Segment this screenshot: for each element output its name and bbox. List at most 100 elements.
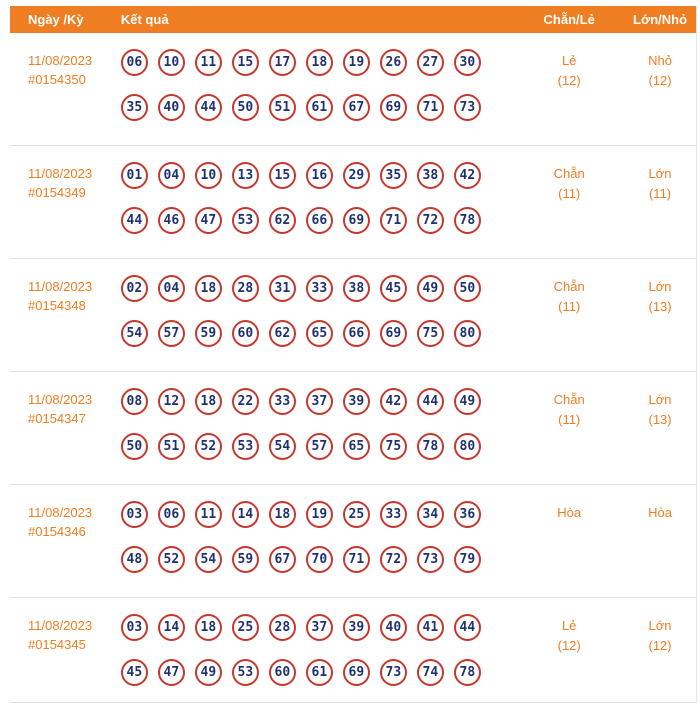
even-odd-value: Chẵn bbox=[553, 392, 585, 407]
number-ball: 12 bbox=[157, 388, 185, 415]
number-ball: 52 bbox=[157, 546, 185, 573]
numbers-line-2: 35 40 44 50 51 61 67 69 71 73 bbox=[120, 94, 514, 121]
number-ball: 13 bbox=[231, 162, 259, 189]
number-ball: 47 bbox=[194, 207, 222, 234]
number-ball: 67 bbox=[342, 94, 370, 121]
number-ball: 69 bbox=[379, 94, 407, 121]
number-ball: 51 bbox=[157, 433, 185, 460]
even-odd-value: Chẵn bbox=[553, 279, 585, 294]
number-ball: 59 bbox=[231, 546, 259, 573]
number-ball: 61 bbox=[305, 94, 333, 121]
number-ball: 50 bbox=[453, 275, 481, 302]
big-small-cell: Lớn (13) bbox=[624, 275, 696, 347]
number-ball: 54 bbox=[120, 320, 148, 347]
number-ball: 69 bbox=[342, 207, 370, 234]
number-ball: 14 bbox=[157, 614, 185, 641]
number-ball: 66 bbox=[342, 320, 370, 347]
number-ball: 78 bbox=[453, 207, 481, 234]
big-small-cell: Lớn (12) bbox=[624, 614, 696, 686]
number-ball: 03 bbox=[120, 614, 148, 641]
number-ball: 40 bbox=[157, 94, 185, 121]
number-ball: 14 bbox=[231, 501, 259, 528]
number-ball: 35 bbox=[379, 162, 407, 189]
numbers-line-2: 54 57 59 60 62 65 66 69 75 80 bbox=[120, 320, 514, 347]
numbers-cell: 02 04 18 28 31 33 38 45 49 50 54 57 59 60 62 65 66 69 75 8… bbox=[115, 275, 514, 347]
even-odd-cell: Chẵn (11) bbox=[514, 275, 624, 347]
number-ball: 60 bbox=[268, 659, 296, 686]
number-ball: 29 bbox=[342, 162, 370, 189]
numbers-cell: 06 10 11 15 17 18 19 26 27 30 35 40 44 50 51 61 67 69 71 7… bbox=[115, 49, 514, 121]
big-small-value: Hòa bbox=[648, 505, 672, 520]
number-ball: 01 bbox=[120, 162, 148, 189]
number-ball: 74 bbox=[416, 659, 444, 686]
number-ball: 17 bbox=[268, 49, 296, 76]
result-row: 11/08/2023 #0154345 03 14 18 25 28 37 39 40 41 44… bbox=[10, 598, 696, 703]
even-odd-cell: Hòa bbox=[514, 501, 624, 573]
big-small-cell: Lớn (11) bbox=[624, 162, 696, 234]
number-ball: 46 bbox=[157, 207, 185, 234]
number-ball: 06 bbox=[120, 49, 148, 76]
big-small-value: Lớn bbox=[648, 166, 672, 181]
big-small-count: (11) bbox=[648, 186, 672, 201]
number-ball: 04 bbox=[157, 275, 185, 302]
number-ball: 38 bbox=[416, 162, 444, 189]
even-odd-count: (11) bbox=[558, 299, 581, 314]
numbers-cell: 08 12 18 22 33 37 39 42 44 49 50 51 52 53 54 57 65 75 78 8… bbox=[115, 388, 514, 460]
number-ball: 69 bbox=[342, 659, 370, 686]
header-result-column: Kết quả bbox=[120, 12, 169, 27]
numbers-line-2: 48 52 54 59 67 70 71 72 73 79 bbox=[120, 546, 514, 573]
number-ball: 16 bbox=[305, 162, 333, 189]
number-ball: 19 bbox=[305, 501, 333, 528]
number-ball: 44 bbox=[120, 207, 148, 234]
number-ball: 80 bbox=[453, 320, 481, 347]
draw-info-cell: 11/08/2023 #0154348 bbox=[10, 275, 115, 347]
draw-date: 11/08/2023 bbox=[28, 505, 93, 520]
number-ball: 15 bbox=[231, 49, 259, 76]
number-ball: 72 bbox=[416, 207, 444, 234]
number-ball: 33 bbox=[268, 388, 296, 415]
number-ball: 80 bbox=[453, 433, 481, 460]
draw-info-cell: 11/08/2023 #0154350 bbox=[10, 49, 115, 121]
number-ball: 57 bbox=[305, 433, 333, 460]
header-date-column: Ngày /Kỳ bbox=[28, 12, 84, 27]
draw-id: #0154347 bbox=[28, 411, 86, 426]
result-row: 11/08/2023 #0154350 06 10 11 15 17 18 19 26 27 30… bbox=[10, 33, 696, 146]
number-ball: 35 bbox=[120, 94, 148, 121]
number-ball: 48 bbox=[120, 546, 148, 573]
number-ball: 44 bbox=[453, 614, 481, 641]
number-ball: 18 bbox=[268, 501, 296, 528]
number-ball: 49 bbox=[194, 659, 222, 686]
numbers-cell: 01 04 10 13 15 16 29 35 38 42 44 46 47 53 62 66 69 71 72 7… bbox=[115, 162, 514, 234]
even-odd-cell: Chẵn (11) bbox=[514, 162, 624, 234]
number-ball: 34 bbox=[416, 501, 444, 528]
number-ball: 54 bbox=[194, 546, 222, 573]
header-even-odd-column: Chẵn/Lẻ bbox=[543, 12, 595, 27]
big-small-value: Lớn bbox=[648, 618, 672, 633]
even-odd-cell: Lẻ (12) bbox=[514, 614, 624, 686]
draw-date: 11/08/2023 bbox=[28, 392, 93, 407]
number-ball: 41 bbox=[416, 614, 444, 641]
numbers-line-1: 03 06 11 14 18 19 25 33 34 36 bbox=[120, 501, 514, 528]
number-ball: 03 bbox=[120, 501, 148, 528]
number-ball: 31 bbox=[268, 275, 296, 302]
number-ball: 44 bbox=[194, 94, 222, 121]
draw-info-cell: 11/08/2023 #0154349 bbox=[10, 162, 115, 234]
even-odd-value: Lẻ bbox=[561, 53, 577, 68]
number-ball: 75 bbox=[379, 433, 407, 460]
table-header: Ngày /Kỳ Kết quả Chẵn/Lẻ Lớn/Nhỏ bbox=[10, 6, 696, 33]
draw-id: #0154349 bbox=[28, 185, 86, 200]
number-ball: 10 bbox=[157, 49, 185, 76]
result-row: 11/08/2023 #0154348 02 04 18 28 31 33 38 45 49 50… bbox=[10, 259, 696, 372]
number-ball: 37 bbox=[305, 388, 333, 415]
number-ball: 11 bbox=[194, 501, 222, 528]
numbers-line-1: 02 04 18 28 31 33 38 45 49 50 bbox=[120, 275, 514, 302]
big-small-value: Lớn bbox=[648, 392, 672, 407]
number-ball: 60 bbox=[231, 320, 259, 347]
number-ball: 39 bbox=[342, 388, 370, 415]
number-ball: 69 bbox=[379, 320, 407, 347]
number-ball: 10 bbox=[194, 162, 222, 189]
number-ball: 65 bbox=[342, 433, 370, 460]
number-ball: 47 bbox=[157, 659, 185, 686]
number-ball: 61 bbox=[305, 659, 333, 686]
even-odd-count: (12) bbox=[557, 73, 581, 88]
